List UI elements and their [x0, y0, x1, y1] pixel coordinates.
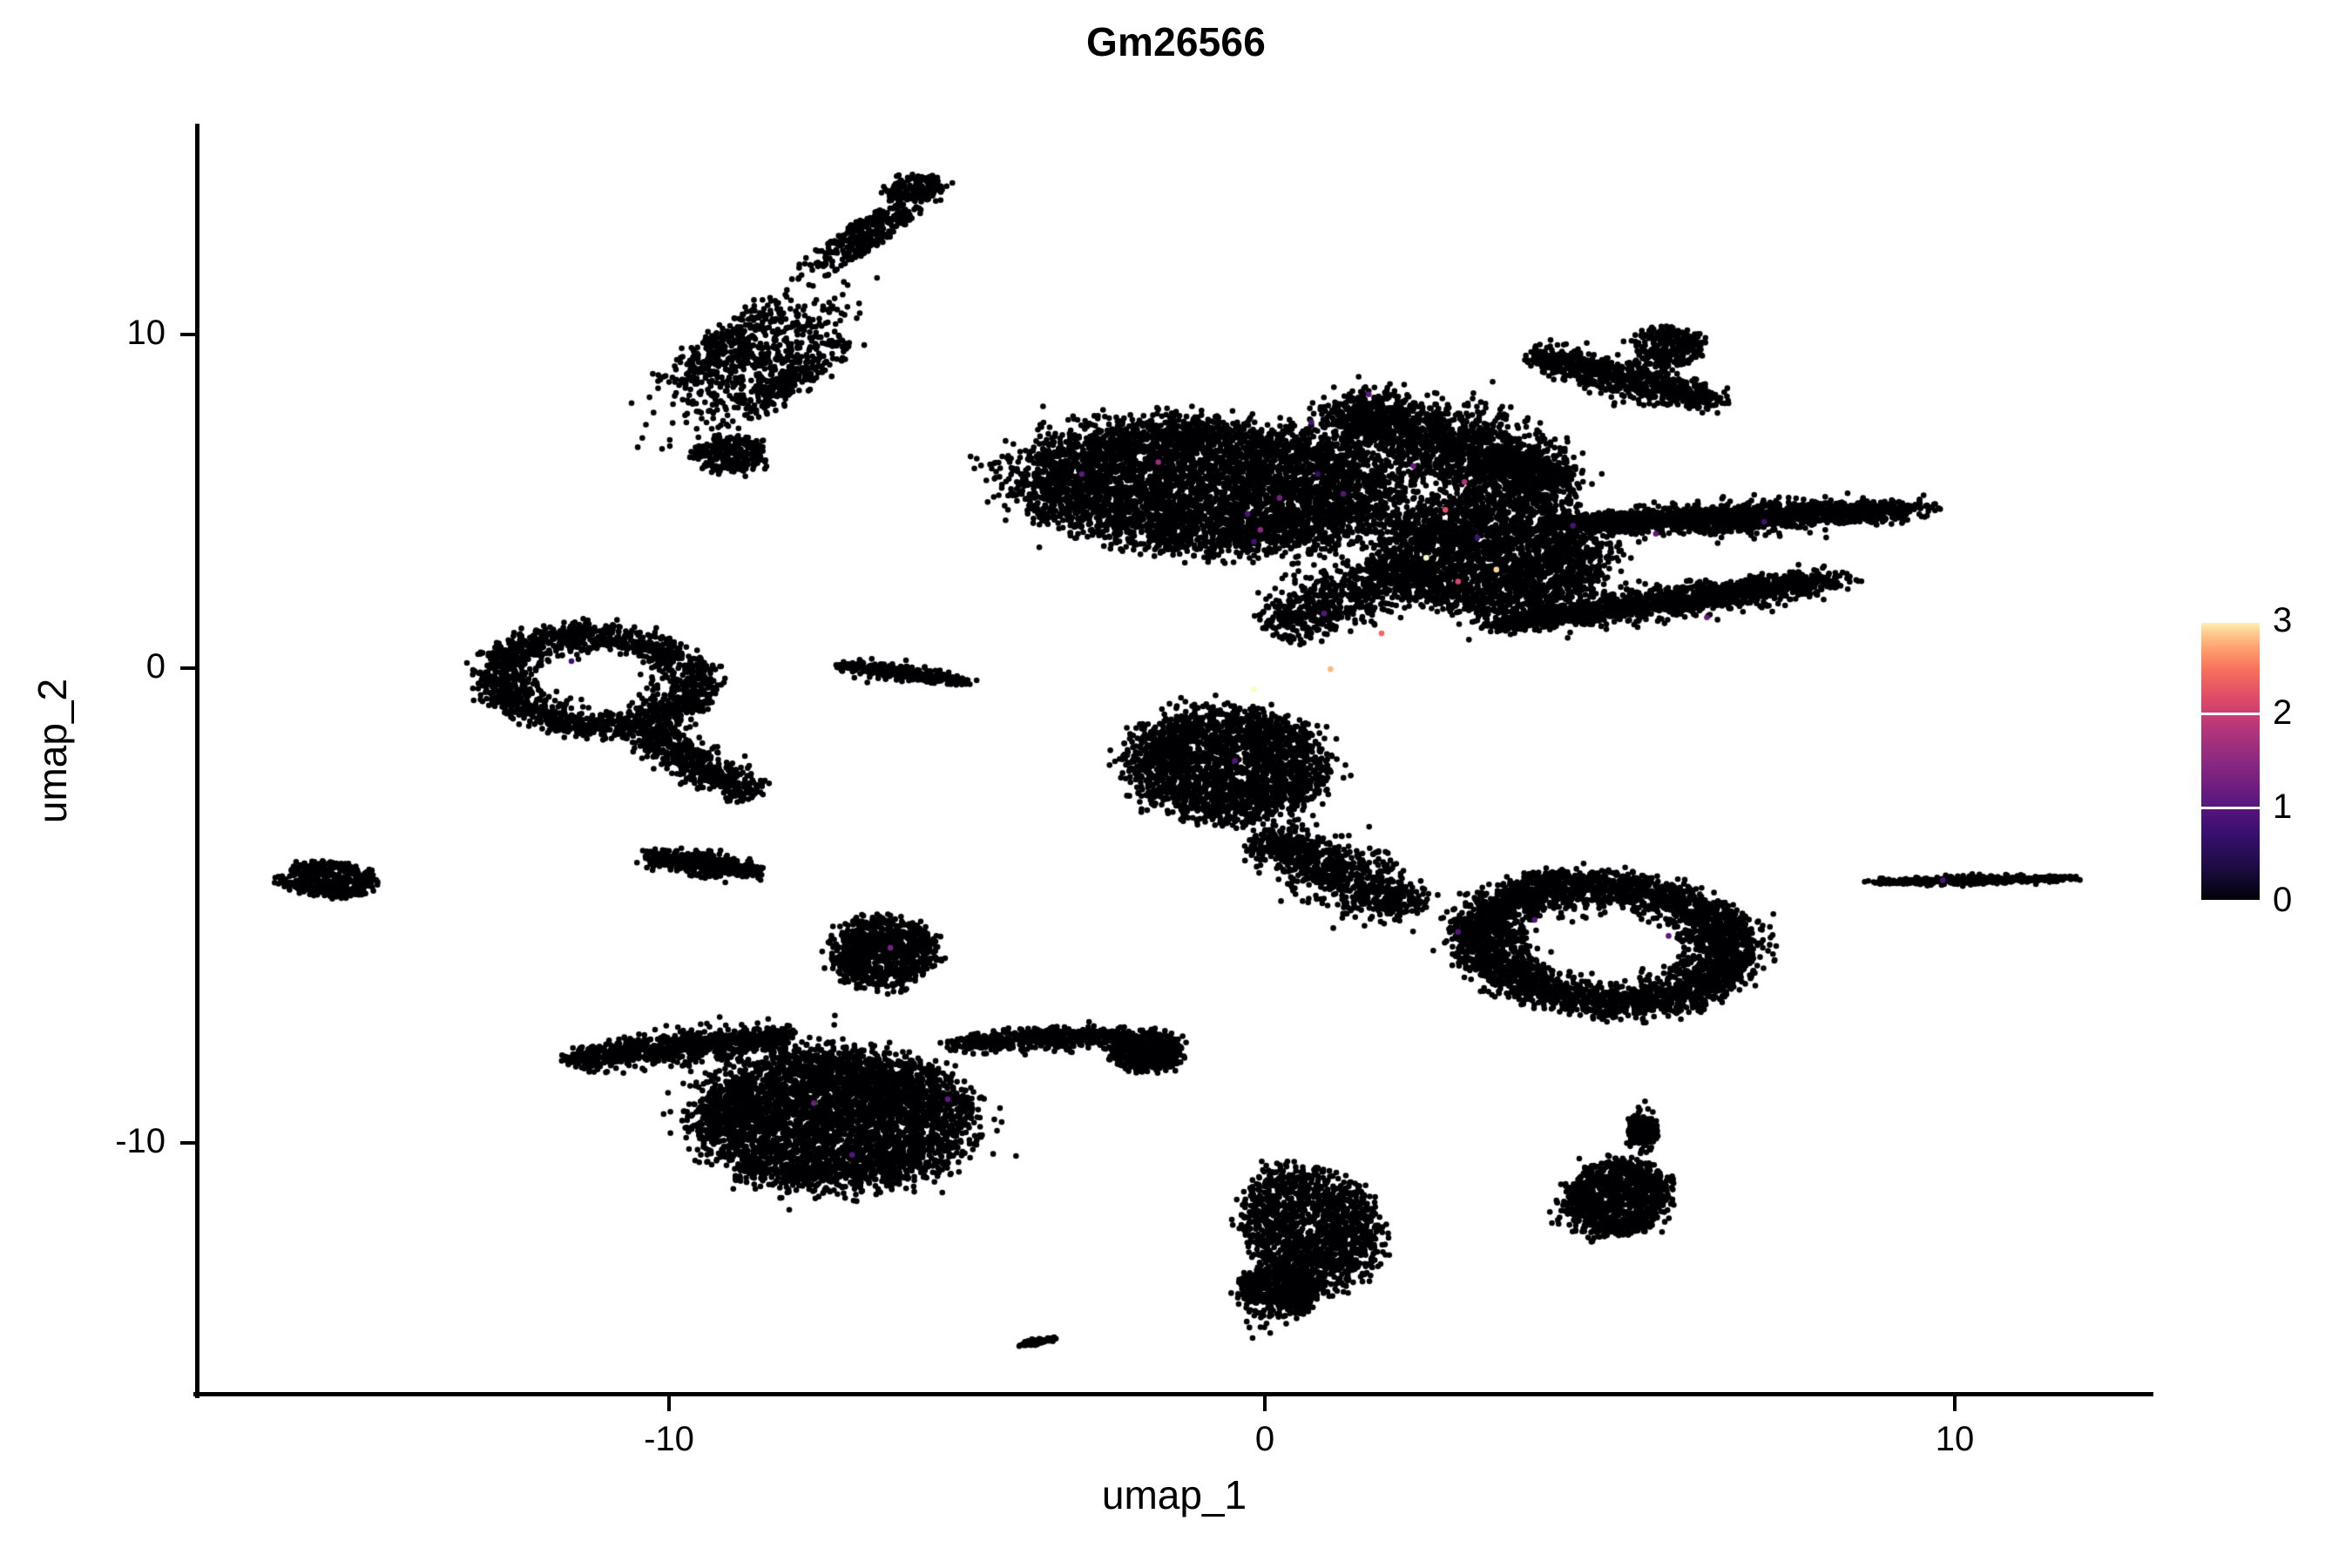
y-axis-line — [195, 124, 199, 1398]
y-tick--10 — [180, 1141, 195, 1145]
y-tick-label-10: 10 — [126, 314, 166, 352]
x-tick-label-10: 10 — [1935, 1420, 1975, 1458]
plot-panel — [195, 124, 2153, 1394]
colorbar-label-0: 0 — [2273, 881, 2293, 919]
legend-colorbar: 3 2 1 0 — [2201, 603, 2341, 917]
colorbar-tick-2 — [2201, 713, 2260, 715]
y-tick-0 — [180, 666, 195, 670]
y-tick-10 — [180, 333, 195, 336]
colorbar-label-3: 3 — [2273, 601, 2293, 639]
x-axis-line — [193, 1392, 2153, 1396]
x-tick-label--10: -10 — [644, 1420, 694, 1458]
x-tick--10 — [667, 1396, 671, 1411]
colorbar-tick-0 — [2201, 900, 2260, 902]
scatter-canvas — [195, 124, 2153, 1394]
colorbar-label-2: 2 — [2273, 693, 2293, 732]
x-axis-title: umap_1 — [1101, 1472, 1247, 1517]
page-title: Gm26566 — [1086, 19, 1266, 64]
colorbar-tick-3 — [2201, 620, 2260, 623]
x-tick-10 — [1953, 1396, 1957, 1411]
colorbar-tick-1 — [2201, 807, 2260, 809]
colorbar-label-1: 1 — [2273, 787, 2293, 826]
colorbar-gradient — [2201, 620, 2260, 902]
y-tick-label-0: 0 — [145, 647, 166, 686]
y-tick-label--10: -10 — [115, 1122, 166, 1160]
x-tick-label-0: 0 — [1254, 1420, 1275, 1458]
x-tick-0 — [1263, 1396, 1267, 1411]
y-axis-title: umap_2 — [30, 678, 75, 824]
